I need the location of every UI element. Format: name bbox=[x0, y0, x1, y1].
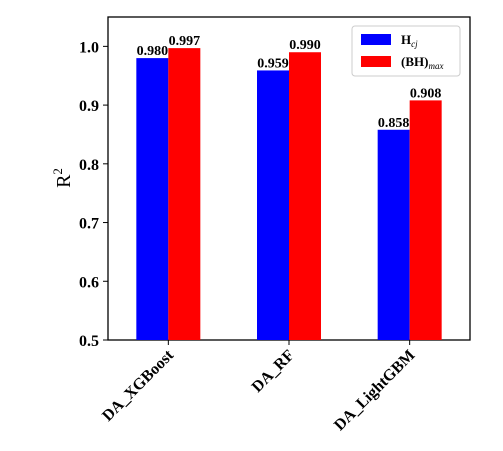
x-tick-label: DA_RF bbox=[249, 347, 298, 396]
legend-label-bhmax-sub: max bbox=[428, 61, 443, 71]
bar-da-xgboost-series-0 bbox=[136, 58, 169, 340]
bar-da-rf-series-1 bbox=[289, 52, 321, 341]
legend-label-bhmax-main: (BH) bbox=[401, 54, 428, 69]
legend-label-bhmax: (BH)max bbox=[401, 54, 443, 71]
x-tick-label: DA_XGBoost bbox=[99, 346, 177, 424]
y-axis-title: R2 bbox=[50, 168, 75, 188]
y-tick-label: 0.7 bbox=[79, 216, 99, 233]
bar-da-xgboost-series-1 bbox=[168, 48, 201, 340]
y-axis-title-sup: 2 bbox=[50, 168, 65, 175]
y-axis-title-text: R bbox=[53, 174, 75, 188]
legend-label-hcj-main: H bbox=[401, 32, 411, 47]
legend-swatch-bhmax bbox=[361, 56, 391, 67]
x-tick-label: DA_LightGBM bbox=[331, 347, 418, 434]
y-tick-label: 1.0 bbox=[79, 39, 99, 56]
legend-swatch-hcj bbox=[361, 34, 391, 45]
legend: Hcj (BH)max bbox=[351, 25, 461, 77]
value-label-da-xgboost-series-0: 0.980 bbox=[137, 44, 169, 59]
value-label-da-rf-series-1: 0.990 bbox=[289, 38, 321, 53]
value-label-da-xgboost-series-1: 0.997 bbox=[169, 34, 201, 49]
y-tick-label: 0.9 bbox=[79, 98, 99, 115]
value-label-da-lightgbm-series-1: 0.908 bbox=[410, 86, 442, 101]
y-tick-label: 0.6 bbox=[79, 274, 99, 291]
bar-da-lightgbm-series-1 bbox=[409, 100, 442, 340]
legend-label-hcj: Hcj bbox=[401, 32, 418, 49]
value-label-da-rf-series-0: 0.959 bbox=[257, 56, 289, 71]
bar-da-rf-series-0 bbox=[257, 70, 289, 340]
y-tick-label: 0.8 bbox=[79, 157, 99, 174]
bar-da-lightgbm-series-0 bbox=[377, 129, 410, 340]
x-axis: DA_XGBoost DA_RF DA_LightGBM bbox=[99, 340, 418, 434]
y-tick-label: 0.5 bbox=[79, 333, 99, 350]
legend-label-hcj-sub: cj bbox=[411, 39, 418, 49]
value-label-da-lightgbm-series-0: 0.858 bbox=[378, 116, 410, 131]
y-axis: 0.5 0.6 0.7 0.8 0.9 1.0 bbox=[79, 39, 108, 350]
bars-layer bbox=[136, 48, 442, 341]
